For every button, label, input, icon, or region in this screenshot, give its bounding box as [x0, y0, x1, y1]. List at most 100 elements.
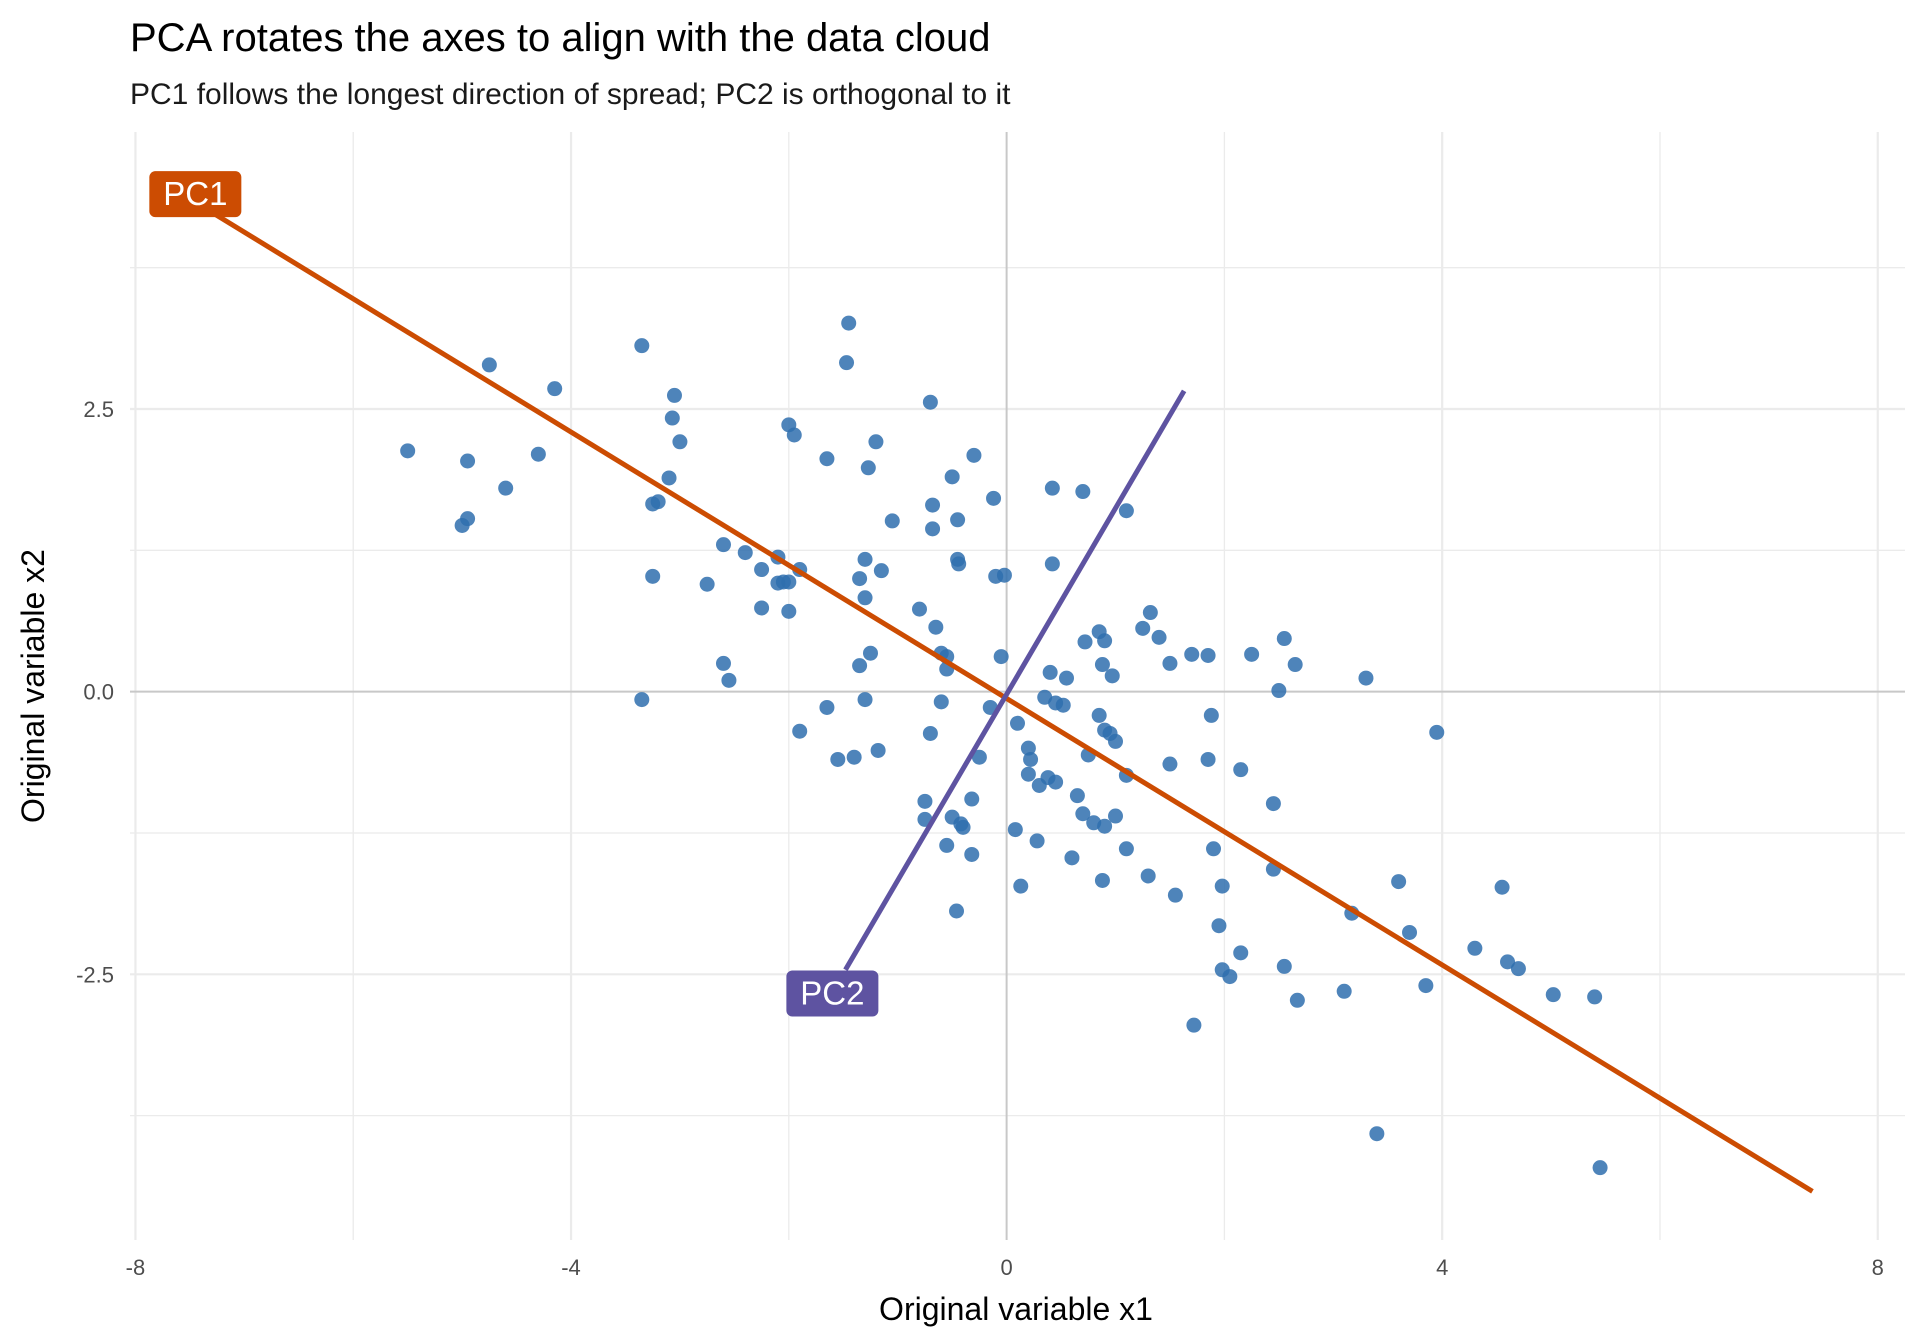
- data-point: [917, 793, 933, 809]
- zero-reference-lines: [130, 132, 1905, 1240]
- data-point: [634, 338, 650, 354]
- data-point: [1545, 987, 1561, 1003]
- data-point: [1402, 924, 1418, 940]
- data-point: [1055, 697, 1071, 713]
- data-point: [1048, 774, 1064, 790]
- data-point: [839, 355, 855, 371]
- x-tick-label: 0: [1000, 1255, 1012, 1280]
- data-point: [1276, 631, 1292, 647]
- data-point: [460, 453, 476, 469]
- data-point: [1233, 762, 1249, 778]
- data-point: [754, 600, 770, 616]
- data-point: [1108, 733, 1124, 749]
- data-point: [454, 517, 470, 533]
- data-point: [699, 576, 715, 592]
- data-point: [1075, 806, 1091, 822]
- data-point: [792, 723, 808, 739]
- data-point: [870, 742, 886, 758]
- data-point: [949, 903, 965, 919]
- pc2-label-box: [786, 970, 879, 1017]
- pc2-line: [843, 389, 1187, 972]
- y-axis-title: Original variable x2: [15, 549, 51, 823]
- data-point: [1200, 751, 1216, 767]
- data-point: [1211, 918, 1227, 934]
- data-point: [873, 563, 889, 579]
- chart-title: PCA rotates the axes to align with the d…: [130, 16, 991, 60]
- data-point: [547, 381, 563, 397]
- x-tick-label: 4: [1436, 1255, 1448, 1280]
- data-point: [857, 590, 873, 606]
- data-point: [1151, 629, 1167, 645]
- data-point: [933, 694, 949, 710]
- data-point: [1007, 822, 1023, 838]
- data-point: [868, 434, 884, 450]
- data-point: [1142, 605, 1158, 621]
- data-point: [1075, 484, 1091, 500]
- data-point: [1271, 683, 1287, 699]
- data-point: [846, 749, 862, 765]
- data-point: [1135, 620, 1151, 636]
- pc2-label: PC2: [786, 970, 879, 1017]
- pc1-line: [204, 206, 1814, 1194]
- data-point: [939, 837, 955, 853]
- data-point: [1214, 878, 1230, 894]
- x-axis-tick-labels: -8 -4 0 4 8: [126, 1255, 1884, 1280]
- data-point: [911, 601, 927, 617]
- data-point: [1418, 978, 1434, 994]
- data-point: [1104, 668, 1120, 684]
- pc1-label: PC1: [149, 171, 242, 218]
- data-point: [737, 545, 753, 561]
- y-tick-label: 0.0: [83, 680, 114, 705]
- data-point: [1064, 850, 1080, 866]
- data-point: [860, 460, 876, 476]
- data-point: [645, 496, 661, 512]
- data-point: [530, 446, 546, 462]
- data-point: [1186, 1017, 1202, 1033]
- data-point: [1140, 868, 1156, 884]
- x-axis-title: Original variable x1: [879, 1291, 1153, 1327]
- data-point: [1044, 480, 1060, 496]
- data-point: [1020, 766, 1036, 782]
- data-point: [1587, 989, 1603, 1005]
- data-point: [857, 551, 873, 567]
- data-point: [1069, 788, 1085, 804]
- data-point: [884, 513, 900, 529]
- data-point: [634, 692, 650, 708]
- data-point: [964, 846, 980, 862]
- data-point: [1494, 879, 1510, 895]
- data-point: [666, 387, 682, 403]
- data-point: [996, 567, 1012, 583]
- data-point: [1206, 841, 1222, 857]
- data-point: [925, 521, 941, 537]
- data-point: [986, 490, 1002, 506]
- data-point: [964, 791, 980, 807]
- data-point: [498, 480, 514, 496]
- data-point: [1091, 707, 1107, 723]
- data-point: [1276, 958, 1292, 974]
- y-axis-tick-labels: -2.5 0.0 2.5: [76, 397, 114, 987]
- data-point: [1162, 655, 1178, 671]
- data-point: [1162, 756, 1178, 772]
- data-point: [1500, 954, 1516, 970]
- data-point: [955, 819, 971, 835]
- data-point: [1077, 634, 1093, 650]
- data-point: [1029, 833, 1045, 849]
- data-point: [950, 512, 966, 528]
- data-point: [993, 649, 1009, 665]
- data-point: [672, 434, 688, 450]
- data-point: [862, 645, 878, 661]
- data-point: [1013, 878, 1029, 894]
- data-point: [819, 451, 835, 467]
- data-point: [1287, 657, 1303, 673]
- chart-subtitle: PC1 follows the longest direction of spr…: [130, 78, 1011, 111]
- data-point: [1118, 503, 1134, 519]
- data-point: [1118, 841, 1134, 857]
- data-point: [1094, 657, 1110, 673]
- data-point: [786, 427, 802, 443]
- data-point: [1391, 874, 1407, 890]
- pc2-label-text: PC2: [800, 975, 864, 1012]
- data-point: [781, 574, 797, 590]
- data-point: [1358, 670, 1374, 686]
- data-point: [922, 725, 938, 741]
